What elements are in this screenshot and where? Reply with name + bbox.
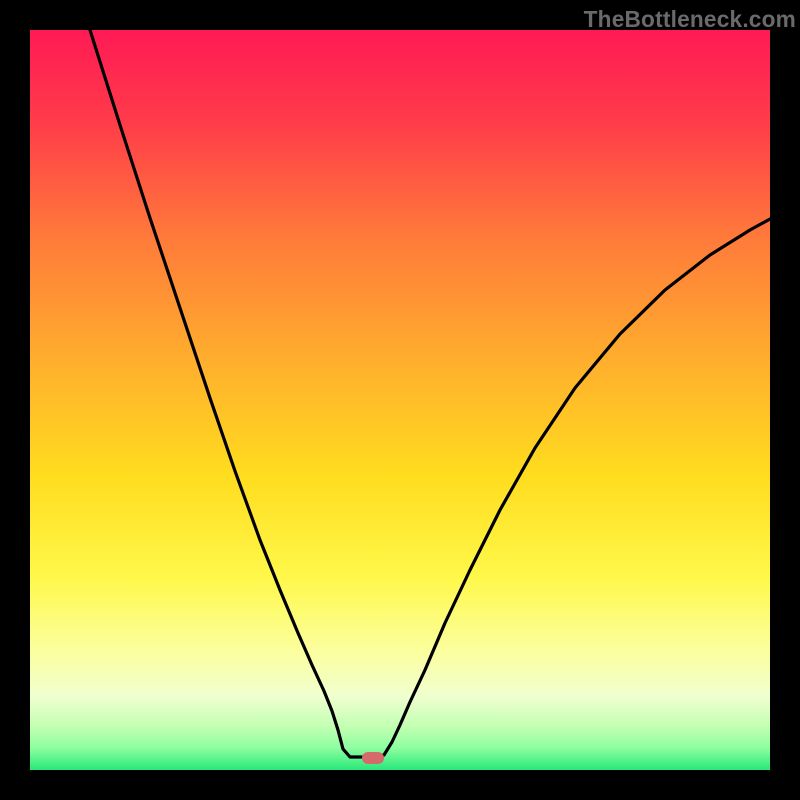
curve-path (90, 30, 770, 757)
plot-area (30, 30, 770, 770)
frame-bottom (0, 770, 800, 800)
optimum-marker (362, 752, 384, 764)
frame-right (770, 0, 800, 800)
frame-left (0, 0, 30, 800)
watermark-text: TheBottleneck.com (584, 6, 796, 33)
bottleneck-curve (30, 30, 770, 770)
